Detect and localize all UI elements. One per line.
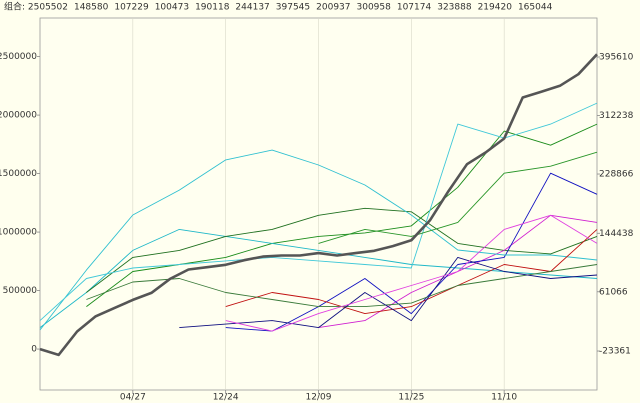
portfolio-line (39, 53, 598, 357)
y-tick-label: 1500000 (0, 169, 37, 179)
series-line (179, 256, 598, 329)
legend-entry: 397545 (276, 3, 310, 13)
legend-entry: 组合: 2505502 (4, 1, 68, 13)
y-tick-label: 2000000 (0, 111, 37, 121)
series-line (318, 151, 598, 244)
series-line (86, 123, 598, 307)
series-line (225, 229, 598, 315)
x-tick-label: 12/09 (306, 393, 332, 403)
y-tick-label: 0 (31, 345, 37, 355)
y2-tick-label: 61066 (599, 287, 628, 297)
legend-entry: 219420 (478, 3, 513, 13)
legend-entry: 107174 (397, 3, 432, 13)
y2-tick-label: 312238 (599, 111, 634, 121)
legend-entry: 148580 (74, 3, 109, 13)
y2-tick-label: 395610 (599, 53, 634, 63)
y-tick-label: 2500000 (0, 52, 37, 62)
series-line (225, 214, 598, 332)
y-tick-label: 1000000 (0, 228, 37, 238)
x-tick-label: 04/27 (120, 393, 146, 403)
legend-entry: 165044 (518, 3, 553, 13)
legend-entry: 244137 (235, 3, 269, 13)
x-tick-label: 11/10 (491, 393, 517, 403)
y2-tick-label: 228866 (599, 170, 634, 180)
y-tick-label: 500000 (3, 286, 38, 296)
series-line (39, 149, 598, 331)
legend-entry: 107229 (114, 3, 149, 13)
legend-entry: 300958 (357, 3, 392, 13)
y2-tick-label: -23361 (599, 347, 631, 357)
y2-tick-label: 144438 (599, 229, 634, 239)
x-tick-label: 12/24 (213, 393, 239, 403)
legend-entry: 100473 (155, 3, 189, 13)
legend-entry: 190118 (195, 3, 230, 13)
series-line (86, 207, 598, 293)
x-tick-label: 11/25 (398, 393, 424, 403)
legend-entry: 200937 (316, 3, 350, 13)
legend-entry: 323888 (437, 3, 472, 13)
